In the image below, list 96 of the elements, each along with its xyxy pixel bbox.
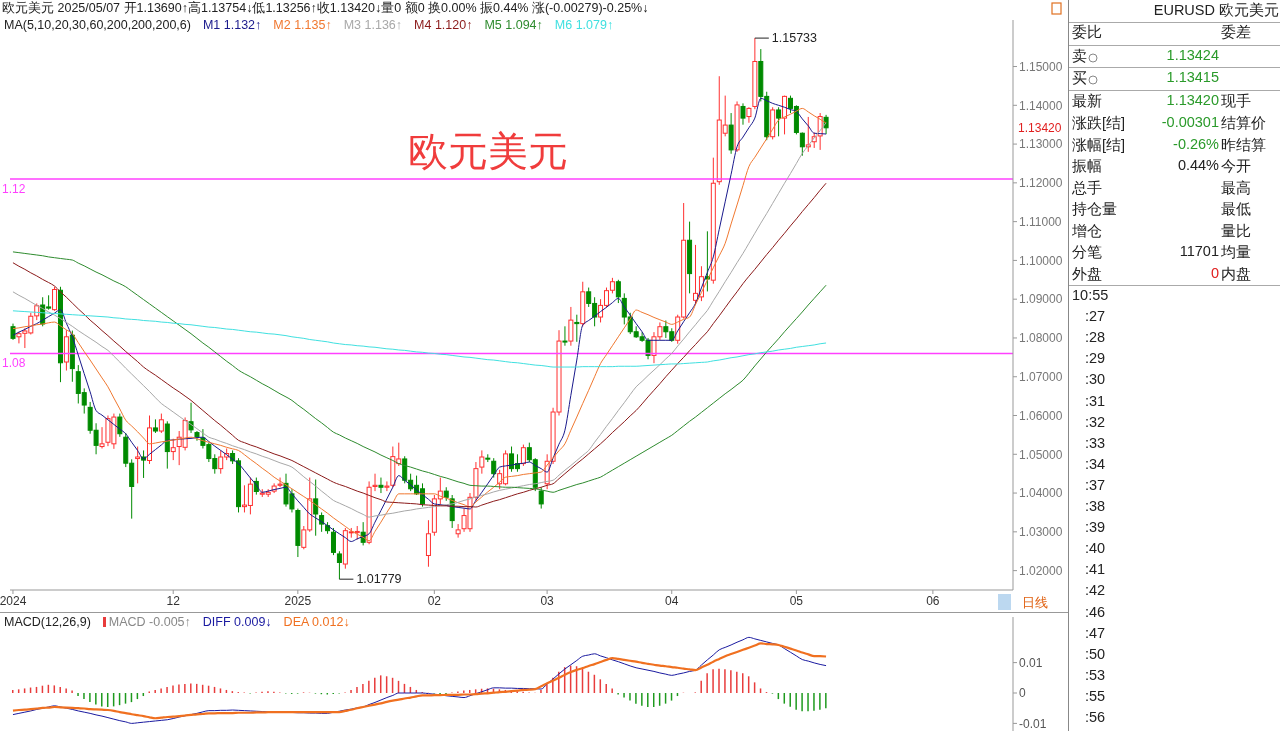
ref-line-label: 1.12 — [2, 181, 26, 196]
text: 内盘 — [1221, 265, 1251, 284]
y-tick-label: 1.12000 — [1019, 176, 1063, 191]
text: 昨结算 — [1221, 136, 1266, 155]
y-tick-label: 1.06000 — [1019, 408, 1063, 423]
text: 卖 — [1072, 47, 1087, 66]
text: :27 — [1085, 308, 1106, 325]
text: 最低 — [1221, 200, 1251, 219]
text: 欧元美元 — [408, 128, 568, 175]
text: 均量 — [1221, 243, 1251, 262]
chart-title: MACD(12,26,9) — [4, 615, 91, 629]
annotation: 1.15733 — [771, 31, 818, 46]
text: :40 — [1085, 540, 1106, 557]
text: 现手 — [1221, 92, 1251, 111]
text: 1.13415 — [1166, 69, 1219, 85]
text: 0 — [1210, 265, 1219, 281]
text: M1 1.132↑ — [202, 18, 262, 32]
y-tick-label: 0.01 — [1019, 655, 1043, 670]
text: :56 — [1085, 709, 1106, 725]
text: 1.13420 — [1018, 120, 1062, 135]
x-tick-label: 2025 — [284, 593, 312, 608]
text: 0.44% — [1177, 157, 1219, 173]
text: M2 1.135↑ — [273, 18, 332, 32]
chart-title: 欧元美元 2025/05/07 开1.13690↑高1.13754↓低1.13256↑收1.13420↓量0 额0 换0.00% 振0.44% 涨(-0.00279)-0.25%↓ — [2, 0, 649, 17]
y-tick-label: 1.02000 — [1019, 563, 1063, 578]
y-tick-label: 1.04000 — [1019, 486, 1063, 501]
text: M3 1.136↑ — [343, 18, 403, 32]
text: :55 — [1085, 687, 1106, 704]
text: -0.00301 — [1161, 114, 1219, 130]
y-tick-label: 1.07000 — [1019, 369, 1063, 384]
y-tick-label: 1.15000 — [1019, 59, 1063, 74]
text: 日线 — [1022, 594, 1048, 612]
text: 1.13420 — [1166, 92, 1219, 108]
text: 振幅 — [1072, 157, 1102, 176]
text: 今开 — [1221, 157, 1251, 176]
x-tick-label: 2024 — [0, 593, 27, 608]
text: :32 — [1085, 413, 1106, 430]
text: 结算价 — [1221, 114, 1266, 133]
text: :28 — [1085, 329, 1106, 346]
text: :33 — [1085, 434, 1106, 451]
y-tick-label: 1.14000 — [1019, 98, 1063, 113]
text: :34 — [1085, 455, 1106, 472]
x-tick-label: 02 — [427, 593, 442, 608]
y-tick-label: 1.05000 — [1019, 447, 1063, 462]
y-tick-label: 1.10000 — [1019, 253, 1063, 268]
x-tick-label: 06 — [926, 593, 940, 608]
x-tick-label: 04 — [665, 593, 679, 608]
text: 涨幅[结] — [1072, 136, 1126, 155]
text: 最新 — [1072, 92, 1102, 111]
x-tick-label: 12 — [166, 593, 181, 608]
text: 量比 — [1221, 222, 1251, 241]
text: :38 — [1085, 498, 1106, 514]
legend-title: MA(5,10,20,30,60,200,200,200,6) — [4, 18, 191, 32]
text: DEA 0.012↓ — [283, 615, 350, 629]
legend-label: MACD -0.005↑ — [107, 615, 191, 629]
annotation: 1.01779 — [356, 572, 402, 587]
text: 外盘 — [1072, 265, 1102, 284]
text: 10:55 — [1072, 287, 1109, 303]
x-tick-label: 05 — [789, 593, 804, 608]
text: 总手 — [1072, 179, 1102, 198]
text: M4 1.120↑ — [414, 18, 473, 32]
y-tick-label: -0.01 — [1019, 716, 1047, 731]
text: 增仓 — [1072, 222, 1102, 241]
text: 1.13424 — [1166, 47, 1219, 63]
y-tick-label: 1.11000 — [1019, 214, 1062, 229]
text: DIFF 0.009↓ — [202, 615, 272, 629]
y-tick-label: 1.08000 — [1019, 331, 1063, 346]
text: :53 — [1085, 666, 1106, 683]
text: :37 — [1085, 476, 1106, 493]
text: 委差 — [1221, 23, 1251, 42]
text: EURUSD 欧元美元 — [1153, 1, 1279, 20]
y-tick-label: 1.09000 — [1019, 292, 1063, 307]
text: :39 — [1085, 519, 1106, 536]
text: :42 — [1085, 582, 1106, 599]
text: -0.26% — [1173, 136, 1219, 152]
ref-line-label: 1.08 — [2, 356, 26, 371]
text: M5 1.094↑ — [484, 18, 543, 32]
text: 最高 — [1221, 179, 1251, 198]
text: 涨跌[结] — [1072, 114, 1126, 133]
y-tick-label: 1.03000 — [1019, 525, 1063, 540]
text: :46 — [1085, 603, 1106, 620]
text: 持仓量 — [1072, 200, 1117, 219]
y-tick-label: 1.13000 — [1019, 137, 1063, 152]
text: :47 — [1085, 624, 1106, 641]
text: 11701 — [1179, 243, 1219, 259]
y-tick-label: 0 — [1019, 686, 1026, 701]
text: :29 — [1085, 350, 1106, 367]
text: :50 — [1085, 645, 1106, 662]
x-tick-label: 03 — [540, 593, 555, 608]
text: :31 — [1085, 392, 1106, 409]
text: :30 — [1085, 371, 1106, 388]
text: :41 — [1085, 561, 1106, 578]
text: 分笔 — [1072, 243, 1102, 262]
text: M6 1.079↑ — [554, 18, 614, 32]
text: 买 — [1072, 69, 1087, 88]
text: 委比 — [1072, 23, 1102, 42]
